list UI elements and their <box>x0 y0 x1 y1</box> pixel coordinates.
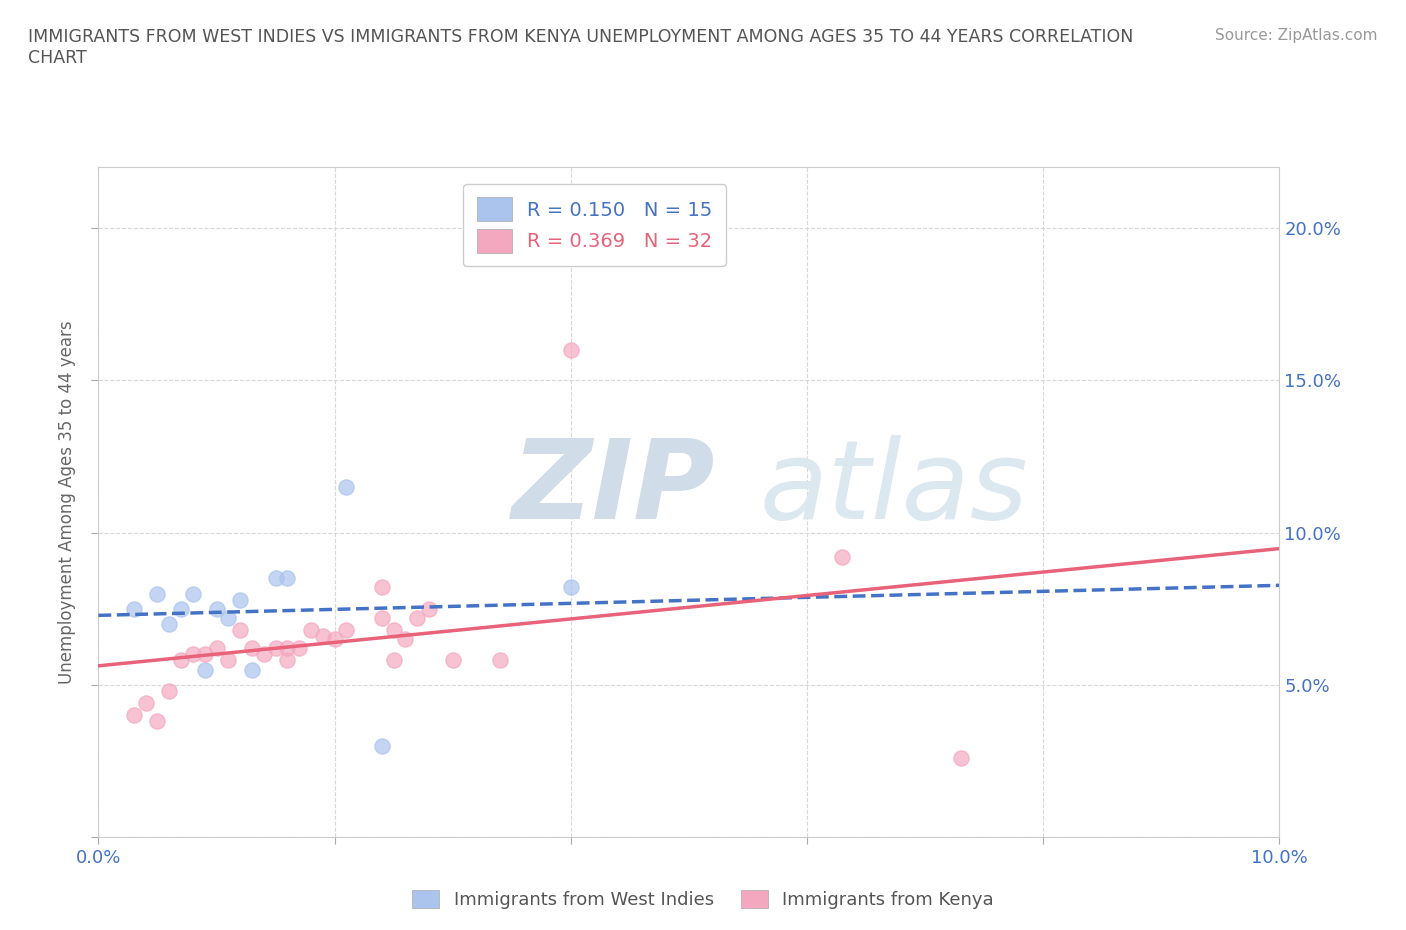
Point <box>181 586 204 601</box>
Text: Source: ZipAtlas.com: Source: ZipAtlas.com <box>1215 28 1378 43</box>
Point <box>170 602 193 617</box>
Point <box>217 610 239 625</box>
Point <box>382 622 405 637</box>
Point <box>181 647 204 662</box>
Point <box>441 653 464 668</box>
Point <box>205 641 228 656</box>
Point <box>276 641 298 656</box>
Point <box>560 342 582 357</box>
Legend: R = 0.150   N = 15, R = 0.369   N = 32: R = 0.150 N = 15, R = 0.369 N = 32 <box>463 184 725 266</box>
Point <box>170 653 193 668</box>
Point <box>323 631 346 646</box>
Point <box>371 610 394 625</box>
Point <box>418 602 440 617</box>
Point <box>371 738 394 753</box>
Point <box>288 641 311 656</box>
Point <box>276 571 298 586</box>
Point <box>229 592 252 607</box>
Point <box>217 653 239 668</box>
Point <box>157 684 180 698</box>
Point <box>276 653 298 668</box>
Point <box>146 586 169 601</box>
Point <box>253 647 276 662</box>
Point <box>831 550 853 565</box>
Point <box>122 708 145 723</box>
Point <box>194 647 217 662</box>
Point <box>157 617 180 631</box>
Text: ZIP: ZIP <box>512 435 716 542</box>
Point <box>264 641 287 656</box>
Point <box>382 653 405 668</box>
Y-axis label: Unemployment Among Ages 35 to 44 years: Unemployment Among Ages 35 to 44 years <box>58 321 76 684</box>
Point <box>240 662 263 677</box>
Point <box>335 622 357 637</box>
Point <box>489 653 512 668</box>
Point <box>949 751 972 765</box>
Point <box>194 662 217 677</box>
Text: atlas: atlas <box>759 435 1028 542</box>
Point <box>264 571 287 586</box>
Point <box>406 610 429 625</box>
Point <box>240 641 263 656</box>
Point <box>205 602 228 617</box>
Point <box>560 580 582 595</box>
Legend: Immigrants from West Indies, Immigrants from Kenya: Immigrants from West Indies, Immigrants … <box>405 883 1001 916</box>
Point <box>135 696 157 711</box>
Point <box>312 629 335 644</box>
Point <box>146 714 169 729</box>
Text: IMMIGRANTS FROM WEST INDIES VS IMMIGRANTS FROM KENYA UNEMPLOYMENT AMONG AGES 35 : IMMIGRANTS FROM WEST INDIES VS IMMIGRANT… <box>28 28 1133 67</box>
Point <box>394 631 416 646</box>
Point <box>371 580 394 595</box>
Point <box>335 480 357 495</box>
Point <box>122 602 145 617</box>
Point <box>299 622 322 637</box>
Point <box>229 622 252 637</box>
